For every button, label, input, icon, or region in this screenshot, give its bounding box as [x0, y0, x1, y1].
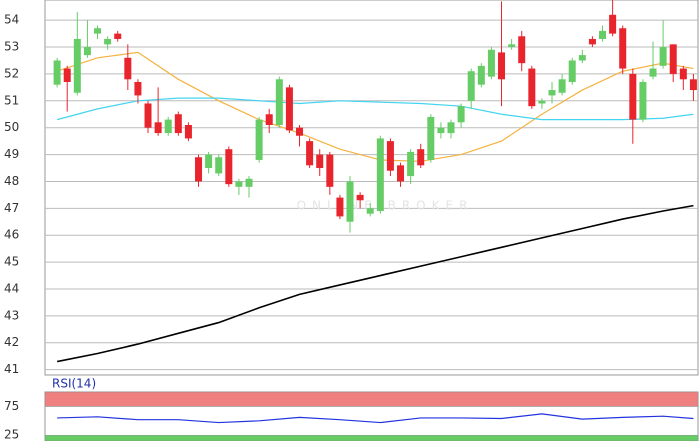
y-tick-label: 51: [4, 93, 19, 107]
candle-body: [457, 106, 465, 123]
rsi-band: [44, 434, 699, 441]
y-tick-label: 44: [4, 281, 19, 295]
candle-body: [124, 57, 132, 80]
candle-body: [498, 52, 506, 80]
candle-body: [296, 127, 304, 136]
candle-body: [538, 100, 546, 104]
candle-body: [306, 141, 314, 166]
candle-body: [407, 151, 415, 177]
candle-body: [134, 81, 142, 96]
candle-body: [588, 38, 596, 45]
candle-body: [689, 79, 697, 91]
candle-body: [578, 55, 586, 61]
candle-body: [346, 181, 354, 222]
candle-body: [679, 68, 687, 80]
candle-body: [94, 28, 102, 34]
candle-body: [467, 71, 475, 101]
candle-body: [326, 154, 334, 187]
candle-body: [508, 44, 516, 48]
candle-body: [487, 49, 495, 77]
candle-body: [73, 38, 81, 93]
candle-body: [518, 36, 526, 64]
candle-body: [659, 47, 667, 66]
candle-body: [356, 194, 364, 201]
candle-body: [437, 127, 445, 134]
candle-body: [114, 33, 122, 39]
y-tick-label: 53: [4, 40, 19, 54]
candle-body: [548, 90, 556, 96]
candle-body: [205, 154, 213, 169]
candle-body: [649, 68, 657, 77]
candle-body: [417, 149, 425, 166]
y-tick-label: 46: [4, 228, 19, 242]
candle-body: [619, 28, 627, 69]
candle-body: [184, 125, 192, 139]
candle-body: [376, 138, 384, 212]
watermark: ONLINE BROKER: [297, 199, 474, 213]
y-tick-label: 49: [4, 147, 19, 161]
y-tick-label: 42: [4, 335, 19, 349]
candle-body: [558, 79, 566, 93]
y-tick-label: 25: [4, 428, 19, 441]
candle-body: [225, 149, 233, 185]
candle-body: [366, 208, 374, 214]
candle-body: [104, 38, 112, 45]
y-tick-label: 54: [4, 13, 19, 27]
candle-body: [427, 116, 435, 160]
candle-body: [174, 114, 182, 134]
candle-body: [528, 68, 536, 107]
moving-average-line: [56, 204, 694, 363]
candle-body: [164, 119, 172, 134]
y-tick-label: 43: [4, 308, 19, 322]
candle-body: [53, 60, 61, 85]
candle-body: [316, 154, 324, 169]
candle-body: [386, 141, 394, 171]
candle-body: [609, 14, 617, 34]
candle-body: [275, 79, 283, 125]
candle-body: [397, 165, 405, 182]
y-tick-label: 47: [4, 201, 19, 215]
candle-body: [639, 81, 647, 120]
candle-body: [447, 122, 455, 134]
candle-body: [629, 73, 637, 120]
y-tick-label: 50: [4, 120, 19, 134]
y-tick-label: 41: [4, 362, 19, 376]
candle-body: [568, 60, 576, 82]
moving-average-line: [56, 97, 694, 121]
rsi-band: [44, 391, 699, 407]
candle-body: [215, 157, 223, 174]
candle-body: [669, 44, 677, 74]
y-tick-label: 52: [4, 66, 19, 80]
candle-body: [477, 65, 485, 85]
y-tick-label: 48: [4, 174, 19, 188]
candle-body: [195, 157, 203, 182]
candle-body: [154, 122, 162, 134]
candle-body: [235, 181, 243, 187]
candle-body: [599, 30, 607, 39]
candle-body: [83, 47, 91, 56]
y-tick-label: 75: [4, 399, 19, 413]
candle-body: [265, 114, 273, 125]
rsi-line: [57, 413, 694, 424]
candle-body: [336, 197, 344, 217]
candle-body: [255, 119, 263, 160]
candle-body: [245, 178, 253, 187]
candle-body: [285, 87, 293, 131]
rsi-title: RSI(14): [52, 377, 96, 391]
y-tick-label: 45: [4, 255, 19, 269]
candle-body: [63, 68, 71, 82]
candle-body: [144, 103, 152, 128]
